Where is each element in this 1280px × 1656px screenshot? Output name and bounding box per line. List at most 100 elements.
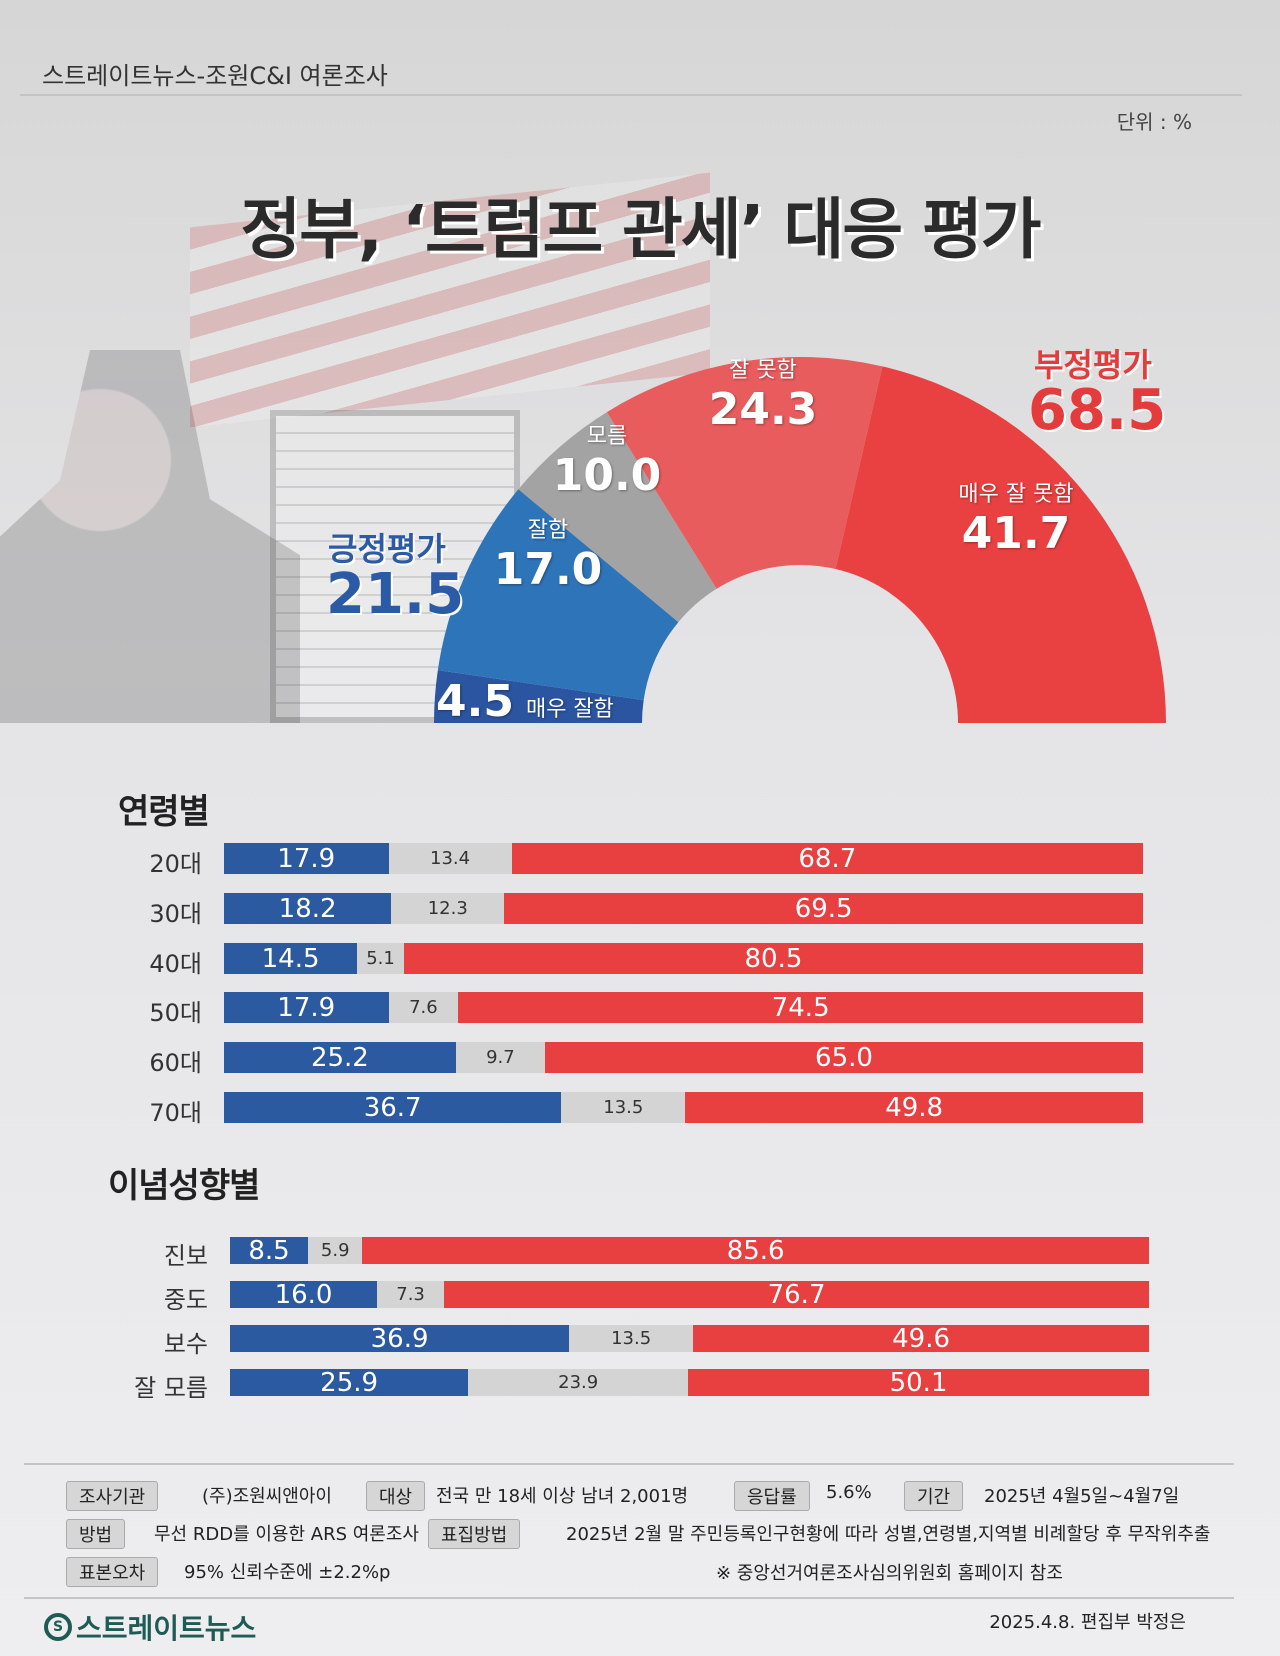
row-label: 중도 [163,1285,208,1314]
bar-row: 16.0 7.3 76.7 [230,1280,1149,1310]
slice-name: 모름 [586,424,628,449]
info-value: 2025년 2월 말 주민등록인구현황에 따라 성별,연령별,지역별 비례할당 … [566,1524,1211,1545]
info-tag: 표집방법 [428,1519,521,1549]
slice-label: 4.5 매우 잘함 [436,676,614,727]
info-tag: 조사기관 [66,1481,159,1511]
survey-source: 스트레이트뉴스-조원C&I 여론조사 [42,62,388,90]
row-label: 진보 [163,1241,208,1270]
unit-label: 단위 : % [1116,110,1192,134]
slice-value: 24.3 [708,384,818,435]
negative-bar: 65.0 [545,1042,1143,1073]
negative-bar: 49.8 [685,1092,1143,1123]
ideology-section-title: 이념성향별 [108,1166,260,1206]
unknown-bar: 13.5 [561,1092,686,1123]
divider [24,1463,1234,1465]
age-section-title: 연령별 [118,792,210,832]
positive-bar: 25.2 [224,1042,456,1073]
negative-bar: 69.5 [504,893,1143,924]
positive-bar: 18.2 [224,893,392,924]
unknown-bar: 13.5 [569,1325,694,1352]
row-label: 70대 [149,1098,202,1127]
info-value: (주)조원씨앤아이 [202,1486,332,1507]
negative-bar: 68.7 [511,843,1143,874]
slice-1 [437,489,679,701]
logo-icon: S [44,1613,72,1641]
unknown-bar: 7.6 [388,992,459,1023]
bar-row: 25.9 23.9 50.1 [230,1368,1149,1398]
bar-row: 25.2 9.7 65.0 [224,1042,1143,1073]
logo: S 스트레이트뉴스 [44,1607,256,1647]
positive-bar: 17.9 [224,843,389,874]
unknown-bar: 23.9 [468,1369,689,1396]
bar-row: 17.9 7.6 74.5 [224,992,1143,1023]
logo-text: 스트레이트뉴스 [76,1612,257,1645]
positive-bar: 17.9 [224,992,389,1023]
bar-row: 17.9 13.4 68.7 [224,843,1143,874]
positive-value: 21.5 [326,562,465,627]
slice-value: 41.7 [961,508,1071,559]
negative-bar: 50.1 [688,1368,1149,1398]
negative-bar: 76.7 [444,1280,1149,1310]
divider [20,94,1242,96]
slice-label: 모름 10.0 [517,418,697,501]
info-value: 5.6% [826,1482,872,1503]
slice-0 [434,670,644,723]
unknown-bar: 12.3 [391,893,505,924]
footnote: ※ 중앙선거여론조사심의위원회 홈페이지 참조 [716,1563,1063,1584]
semi-donut-chart [434,357,1166,723]
unknown-bar: 9.7 [455,1042,546,1073]
positive-bar: 36.9 [230,1324,570,1354]
slice-name: 잘함 [527,518,569,543]
info-tag: 표본오차 [66,1557,159,1587]
negative-bar: 74.5 [458,992,1143,1023]
info-tag: 기간 [904,1481,964,1511]
info-tag: 방법 [66,1519,126,1549]
row-label: 50대 [149,998,202,1027]
info-tag: 응답률 [734,1481,810,1511]
slice-value: 10.0 [552,450,662,501]
unknown-bar: 13.4 [388,843,512,874]
positive-bar: 25.9 [230,1368,469,1398]
slice-name: 매우 잘 못함 [958,482,1074,507]
info-value: 2025년 4월5일~4월7일 [984,1486,1180,1507]
slice-value: 4.5 [436,676,514,727]
divider [24,1597,1234,1599]
bar-row: 36.7 13.5 49.8 [224,1092,1143,1123]
slice-name: 잘 못함 [729,358,797,383]
info-tag: 대상 [366,1481,426,1511]
row-label: 30대 [149,899,202,928]
row-label: 60대 [149,1048,202,1077]
unknown-bar: 5.1 [357,943,404,974]
row-label: 20대 [149,849,202,878]
info-value: 무선 RDD를 이용한 ARS 여론조사 [154,1524,419,1545]
row-label: 보수 [163,1329,208,1358]
unknown-bar: 7.3 [377,1281,445,1308]
slice-value: 17.0 [493,544,603,595]
positive-bar: 8.5 [230,1236,309,1266]
info-value: 95% 신뢰수준에 ±2.2%p [184,1562,391,1583]
positive-bar: 14.5 [224,943,358,974]
unknown-bar: 5.9 [308,1237,363,1264]
row-label: 잘 모름 [134,1373,208,1402]
negative-bar: 85.6 [362,1236,1149,1266]
positive-bar: 16.0 [230,1280,378,1310]
slice-label: 잘 못함 24.3 [673,352,853,435]
credit: 2025.4.8. 편집부 박정은 [989,1612,1186,1633]
slice-label: 잘함 17.0 [458,512,638,595]
positive-label: 긍정평가 [328,530,446,568]
negative-bar: 80.5 [403,943,1143,974]
slice-name: 매우 잘함 [525,697,614,722]
bar-row: 18.2 12.3 69.5 [224,893,1143,924]
positive-bar: 36.7 [224,1092,562,1123]
page-title: 정부, ‘트럼프 관세’ 대응 평가 [240,191,1041,268]
negative-label: 부정평가 [1034,346,1152,384]
info-value: 전국 만 18세 이상 남녀 2,001명 [436,1486,689,1507]
negative-bar: 49.6 [693,1324,1149,1354]
row-label: 40대 [149,949,202,978]
slice-2 [518,412,717,623]
negative-value: 68.5 [1028,378,1167,443]
bar-row: 14.5 5.1 80.5 [224,943,1143,974]
bar-row: 36.9 13.5 49.6 [230,1324,1149,1354]
slice-4 [835,366,1166,723]
bar-row: 8.5 5.9 85.6 [230,1236,1149,1266]
